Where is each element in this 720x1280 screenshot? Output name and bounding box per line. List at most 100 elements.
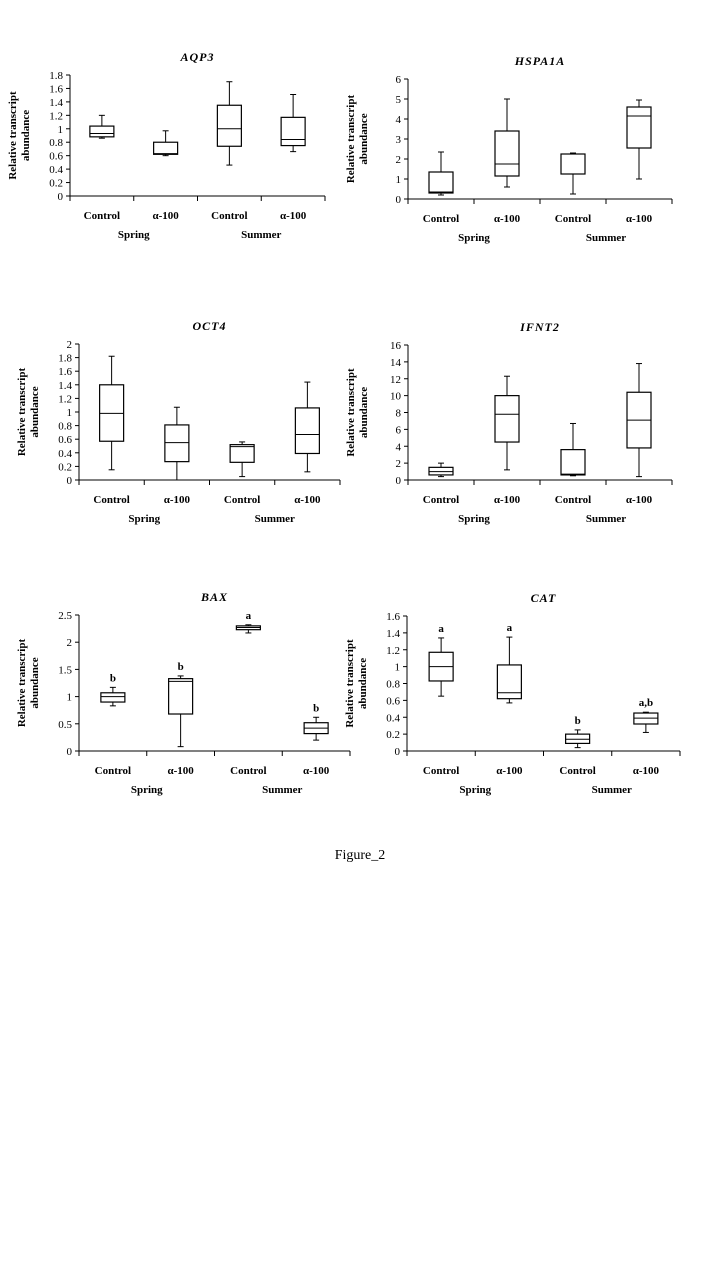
y-tick-label: 2 bbox=[396, 458, 402, 470]
x-category-label: Control bbox=[559, 765, 595, 777]
box-100-summer bbox=[280, 93, 306, 153]
y-tick-label: 0.2 bbox=[58, 461, 72, 473]
significance-letter: b bbox=[110, 672, 116, 684]
box-iqr bbox=[280, 116, 306, 147]
y-tick-label: 1.6 bbox=[49, 83, 63, 95]
x-group-label: Summer bbox=[586, 232, 626, 244]
y-tick-label: 1.5 bbox=[58, 664, 72, 676]
y-tick-label: 0 bbox=[396, 475, 402, 487]
y-tick-label: 1.4 bbox=[58, 380, 72, 392]
y-tick-label: 1.4 bbox=[386, 628, 400, 640]
y-axis-label: Relative transcriptabundance bbox=[7, 91, 32, 180]
y-tick-label: 0.2 bbox=[49, 178, 63, 190]
y-tick-label: 0.2 bbox=[386, 729, 400, 741]
x-group-label: Summer bbox=[262, 784, 302, 796]
y-tick-label: 0 bbox=[67, 746, 73, 758]
box-control-spring: a bbox=[428, 623, 454, 697]
box-control-spring bbox=[428, 462, 454, 478]
box-control-spring bbox=[99, 355, 125, 471]
y-tick-label: 0.4 bbox=[49, 164, 63, 176]
y-tick-label: 1.8 bbox=[58, 353, 72, 365]
y-axis-label: Relative transcriptabundance bbox=[345, 95, 370, 184]
box-iqr bbox=[164, 424, 190, 463]
y-tick-label: 14 bbox=[390, 357, 402, 369]
chart-title: BAX bbox=[200, 590, 228, 604]
y-tick-label: 2 bbox=[396, 154, 402, 166]
box-100-summer: a,b bbox=[633, 697, 659, 733]
y-tick-label: 1 bbox=[395, 662, 401, 674]
x-group-label: Spring bbox=[458, 513, 490, 525]
y-tick-label: 3 bbox=[396, 134, 402, 146]
box-100-summer bbox=[626, 99, 652, 180]
x-category-label: Control bbox=[95, 765, 131, 777]
x-category-label: α-100 bbox=[294, 494, 321, 506]
y-axis-label: Relative transcriptabundance bbox=[344, 639, 369, 728]
y-axis-label: Relative transcriptabundance bbox=[16, 639, 41, 728]
y-tick-label: 16 bbox=[390, 340, 402, 352]
x-group-label: Spring bbox=[128, 513, 160, 525]
figure-caption: Figure_2 bbox=[334, 848, 386, 863]
box-control-summer bbox=[216, 81, 242, 166]
box-iqr bbox=[229, 444, 255, 463]
x-category-label: α-100 bbox=[167, 765, 194, 777]
x-category-label: α-100 bbox=[280, 210, 307, 222]
y-tick-label: 1 bbox=[396, 174, 402, 186]
chart-panel-hspa1a: 0 1 2 3 4 5 6 HSPA1A Relative transcriptabundanc… bbox=[345, 54, 673, 244]
box-control-summer bbox=[560, 422, 586, 477]
chart-panel-cat: 0 0.2 0.4 0.6 0.8 1 1.2 1.4 1.6 CAT Relative trans… bbox=[344, 591, 681, 796]
y-tick-label: 1.4 bbox=[49, 97, 63, 109]
box-100-summer bbox=[294, 381, 320, 473]
y-tick-label: 6 bbox=[396, 424, 402, 436]
y-tick-label: 6 bbox=[396, 74, 402, 86]
chart-title: HSPA1A bbox=[514, 54, 565, 68]
box-100-spring bbox=[494, 375, 520, 471]
significance-letter: b bbox=[313, 702, 319, 714]
y-tick-label: 0.5 bbox=[58, 719, 72, 731]
box-control-summer bbox=[229, 441, 255, 478]
x-group-label: Summer bbox=[592, 784, 632, 796]
y-tick-label: 0.8 bbox=[58, 421, 72, 433]
x-category-label: Control bbox=[555, 213, 591, 225]
x-category-label: Control bbox=[211, 210, 247, 222]
y-tick-label: 12 bbox=[390, 374, 401, 386]
y-tick-label: 0.6 bbox=[49, 151, 63, 163]
box-iqr bbox=[560, 153, 586, 175]
y-tick-label: 2 bbox=[67, 339, 73, 351]
y-tick-label: 5 bbox=[396, 94, 402, 106]
box-iqr bbox=[100, 692, 126, 703]
box-iqr bbox=[168, 678, 194, 715]
x-category-label: Control bbox=[423, 213, 459, 225]
chart-title: OCT4 bbox=[193, 319, 227, 333]
box-control-spring: b bbox=[100, 672, 126, 707]
box-control-summer bbox=[560, 152, 586, 195]
box-iqr bbox=[89, 125, 115, 138]
box-iqr bbox=[560, 449, 586, 476]
y-axis-label: Relative transcriptabundance bbox=[16, 368, 41, 457]
y-tick-label: 8 bbox=[396, 408, 402, 420]
significance-letter: b bbox=[575, 715, 581, 727]
box-100-spring bbox=[164, 406, 190, 481]
x-group-label: Spring bbox=[458, 232, 490, 244]
box-100-spring bbox=[153, 130, 179, 157]
chart-title: AQP3 bbox=[180, 50, 215, 64]
box-100-summer bbox=[626, 363, 652, 478]
x-category-label: Control bbox=[423, 494, 459, 506]
box-iqr bbox=[496, 664, 522, 700]
x-category-label: α-100 bbox=[626, 213, 653, 225]
y-tick-label: 0.6 bbox=[386, 695, 400, 707]
box-iqr bbox=[216, 104, 242, 147]
y-tick-label: 0.8 bbox=[49, 137, 63, 149]
y-tick-label: 0 bbox=[67, 475, 73, 487]
y-tick-label: 10 bbox=[390, 391, 402, 403]
chart-panel-bax: 0 0.5 1 1.5 2 2.5 BAX Relative transcriptabunda… bbox=[16, 590, 351, 796]
box-iqr bbox=[153, 141, 179, 155]
y-tick-label: 0 bbox=[396, 194, 402, 206]
y-tick-label: 0.4 bbox=[58, 448, 72, 460]
box-100-summer: b bbox=[303, 702, 329, 741]
chart-title: IFNT2 bbox=[519, 320, 560, 334]
y-tick-label: 0.6 bbox=[58, 434, 72, 446]
y-tick-label: 1 bbox=[67, 407, 73, 419]
y-tick-label: 4 bbox=[396, 114, 402, 126]
box-100-spring: a bbox=[496, 622, 522, 704]
